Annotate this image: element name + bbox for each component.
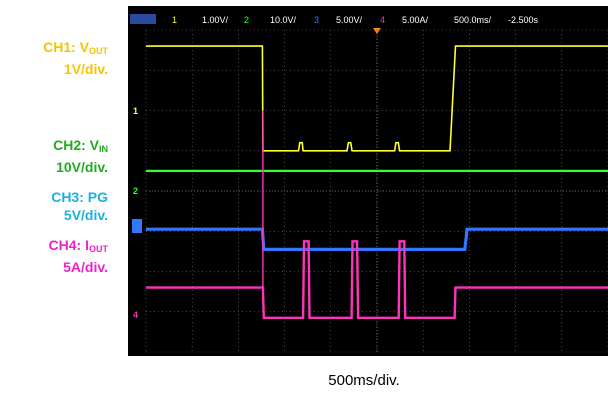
header-ch2-scale: 10.0V/ [270,15,297,25]
traces [146,45,608,319]
ch1-label: CH1: VOUT 1V/div. [0,38,108,78]
header-ch3-scale: 5.00V/ [336,15,363,25]
header-ch3-number: 3 [314,15,319,25]
ch3-scale: 5V/div. [63,207,108,223]
ch1-ground-marker: 1 [133,106,138,116]
trace-ch1 [146,45,608,152]
ch1-scale: 1V/div. [63,61,108,77]
run-status-box [130,14,156,24]
ch4-label: CH4: IOUT 5A/div. [0,236,108,276]
ch4-subscript: OUT [89,244,108,254]
header-ch2-number: 2 [244,15,249,25]
ch1-name: CH1: V [43,39,89,55]
ch4-ground-marker: 4 [133,310,138,320]
header-ch1-number: 1 [172,15,177,25]
ch2-subscript: IN [99,144,108,154]
ch2-scale: 10V/div. [56,159,108,175]
header-ch4-scale: 5.00A/ [402,15,429,25]
oscilloscope-plot: 1 1.00V/ 2 10.0V/ 3 5.00V/ 4 5.00A/ 500.… [130,14,608,353]
header-ch1-scale: 1.00V/ [202,15,229,25]
ch2-ground-marker: 2 [133,186,138,196]
header-trigger-offset: -2.500s [508,15,539,25]
ch2-name: CH2: V [53,137,99,153]
trace-ch3 [146,227,608,251]
ch3-label: CH3: PG 5V/div. [0,188,108,224]
ch4-name: CH4: I [48,237,89,253]
ch3-ground-marker [132,219,142,233]
graticule [145,29,608,353]
ch1-subscript: OUT [89,46,108,56]
header-ch4-number: 4 [380,15,385,25]
ch2-label: CH2: VIN 10V/div. [0,136,108,176]
oscilloscope-screen: 1 1.00V/ 2 10.0V/ 3 5.00V/ 4 5.00A/ 500.… [128,6,608,356]
ch4-scale: 5A/div. [63,259,108,275]
header-timebase: 500.0ms/ [454,15,492,25]
trace-ch4 [146,240,608,319]
ch3-name: CH3: PG [51,189,108,205]
timebase-caption: 500ms/div. [328,372,400,389]
